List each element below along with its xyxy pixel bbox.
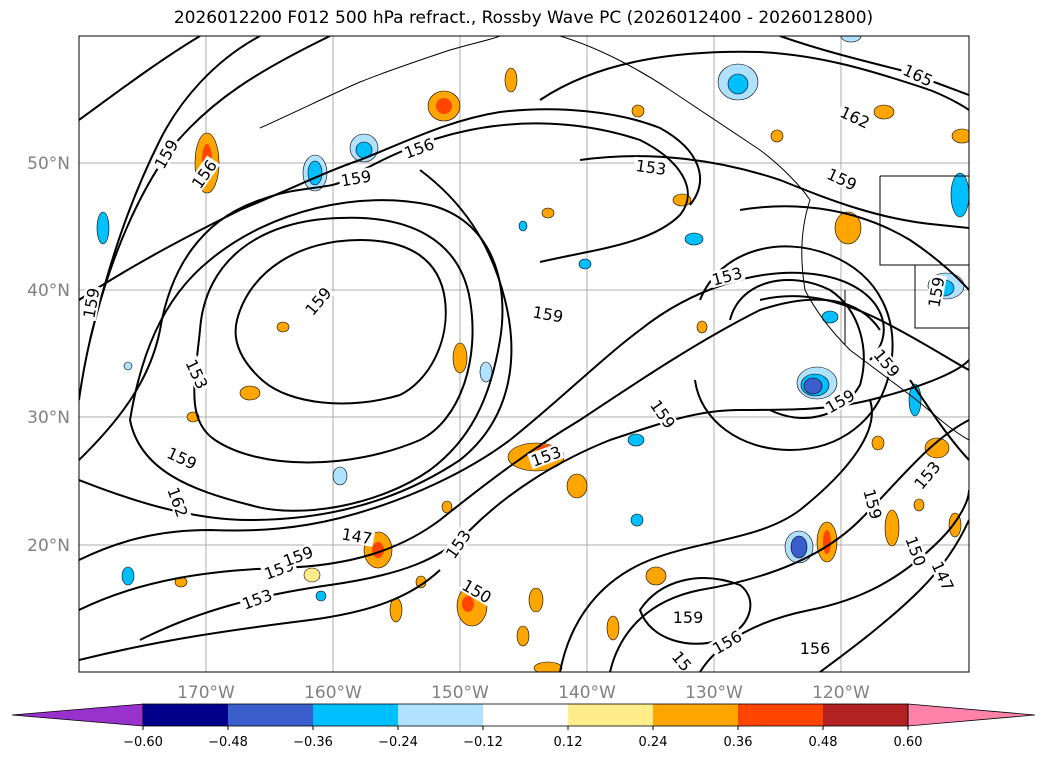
contour-label-bg xyxy=(925,273,947,311)
colorbar-tick-label: −0.12 xyxy=(463,735,503,750)
map-title: 2026012200 F012 500 hPa refract., Rossby… xyxy=(173,8,874,28)
contour-label-bg xyxy=(163,443,201,473)
colorbar-tick-label: 0.60 xyxy=(894,735,923,750)
coastlines xyxy=(259,36,969,441)
contour-label-bg xyxy=(869,344,905,382)
contour-label-bg xyxy=(164,483,192,521)
colorbar-segment xyxy=(738,704,823,726)
contour-label-bg xyxy=(928,557,958,595)
lon-tick-label: 120°W xyxy=(812,683,870,703)
colorbar-segment xyxy=(483,704,568,726)
lon-tick-label: 150°W xyxy=(431,683,489,703)
contour-label-bg xyxy=(187,155,221,193)
contour-label-bg xyxy=(836,102,874,132)
contour-label-bg xyxy=(668,646,696,676)
colorbar-tick-label: −0.24 xyxy=(378,735,418,750)
colorbar-extend-low xyxy=(11,703,144,727)
lon-tick-label: 140°W xyxy=(558,683,616,703)
colorbar-tick-label: −0.60 xyxy=(123,735,163,750)
lon-tick-label: 160°W xyxy=(304,683,362,703)
contour-label-bg xyxy=(279,542,317,570)
contour-label-bg xyxy=(646,395,680,433)
lon-tick-labels: 170°W 160°W 150°W 140°W 130°W 120°W xyxy=(177,683,870,703)
colorbar-tick-label: 0.48 xyxy=(809,735,838,750)
contour-label: 156 xyxy=(800,639,831,658)
colorbar: −0.60 −0.48 −0.36 −0.24 −0.12 0.12 0.24 0.36 0.4… xyxy=(11,703,1036,750)
colorbar-segment xyxy=(228,704,313,726)
lat-tick-label: 40°N xyxy=(27,281,70,301)
colorbar-frame xyxy=(142,703,909,727)
contour-label-bg xyxy=(458,575,496,607)
lat-tick-label: 20°N xyxy=(27,536,70,556)
contour-label-bg xyxy=(821,385,859,417)
contour-label-bg xyxy=(182,355,212,393)
map-background xyxy=(79,36,969,672)
contour-label-bg xyxy=(529,303,567,325)
colorbar-segment xyxy=(823,704,908,726)
contour-label-bg xyxy=(80,284,102,322)
colorbar-segment xyxy=(313,704,398,726)
colorbar-segment xyxy=(653,704,738,726)
map-frame xyxy=(78,35,970,673)
contour-label-bg xyxy=(909,456,945,494)
colorbar-segment xyxy=(568,704,653,726)
contour-label: 159 xyxy=(673,608,704,627)
contour-label-bg xyxy=(238,585,276,613)
colorbar-tick-label: 0.12 xyxy=(554,735,583,750)
contour-label-bg xyxy=(671,609,705,625)
contour-label-bg xyxy=(708,626,746,658)
contour-label-bg xyxy=(150,135,182,173)
lon-tick-label: 130°W xyxy=(685,683,743,703)
contour-label-bg xyxy=(441,525,475,563)
contour-label-bg xyxy=(400,134,438,162)
contour-label-bg xyxy=(300,282,336,320)
graticule xyxy=(79,36,969,672)
contour-label-bg xyxy=(337,167,375,189)
contour-label-bg xyxy=(823,164,861,194)
contour-label-bg xyxy=(708,263,746,289)
colorbar-tick-label: 0.24 xyxy=(639,735,668,750)
contour-label-bg xyxy=(338,525,376,547)
contour-label-bg xyxy=(527,442,565,470)
contour-label: 153 xyxy=(634,156,667,179)
lat-tick-label: 30°N xyxy=(27,408,70,428)
colorbar-tick-label: 0.36 xyxy=(724,735,753,750)
contour-label-bg xyxy=(899,60,937,90)
lat-tick-label: 50°N xyxy=(27,154,70,174)
contour-label-bg xyxy=(798,640,832,656)
contour-label-bg xyxy=(860,485,886,523)
contour-label-bg xyxy=(633,156,669,178)
colorbar-segment xyxy=(398,704,483,726)
colorbar-tick-label: −0.48 xyxy=(208,735,248,750)
colorbar-segment xyxy=(143,704,228,726)
lat-tick-labels: 50°N 40°N 30°N 20°N xyxy=(27,154,70,556)
contour-label-bg xyxy=(902,532,930,570)
colorbar-tick-label: −0.36 xyxy=(293,735,333,750)
colorbar-extend-high xyxy=(907,703,1036,727)
lon-tick-label: 170°W xyxy=(177,683,235,703)
